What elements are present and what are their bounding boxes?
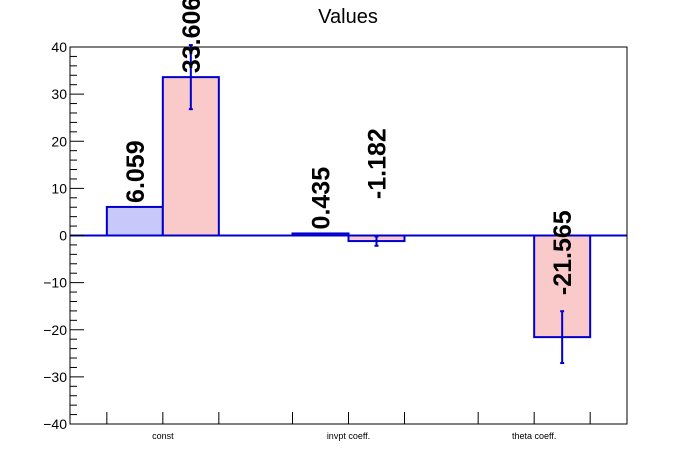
data-label: 6.059 (122, 140, 150, 203)
bar-invpt-coeff--s1 (291, 232, 350, 237)
bars-layer (70, 76, 627, 339)
y-tick-label: −20 (43, 322, 67, 338)
y-tick-label: 20 (51, 133, 67, 149)
y-tick-label: 40 (51, 39, 67, 55)
data-labels-layer: 6.059 0.435 33.606 -1.182 -21.565 (122, 0, 577, 295)
data-label: -21.565 (549, 210, 577, 295)
data-label: 0.435 (308, 167, 336, 230)
x-tick-label: theta coeff. (512, 431, 556, 441)
chart-title: Values (318, 6, 378, 28)
bar-const-s1 (105, 205, 164, 237)
axes: −40 −30 −20 −10 0 10 20 30 40 const invpt coeff. th… (43, 39, 628, 441)
y-tick-label: −10 (43, 275, 67, 291)
x-tick-label: invpt coeff. (327, 431, 370, 441)
y-tick-label: −40 (43, 416, 67, 432)
y-tick-label: 10 (51, 180, 67, 196)
y-tick-label: 0 (59, 228, 67, 244)
y-tick-label: 30 (51, 86, 67, 102)
y-tick-label: −30 (43, 369, 67, 385)
error-bars-layer (188, 44, 565, 365)
data-label: -1.182 (364, 128, 392, 199)
data-label: 33.606 (178, 0, 206, 73)
x-tick-label: const (152, 431, 174, 441)
